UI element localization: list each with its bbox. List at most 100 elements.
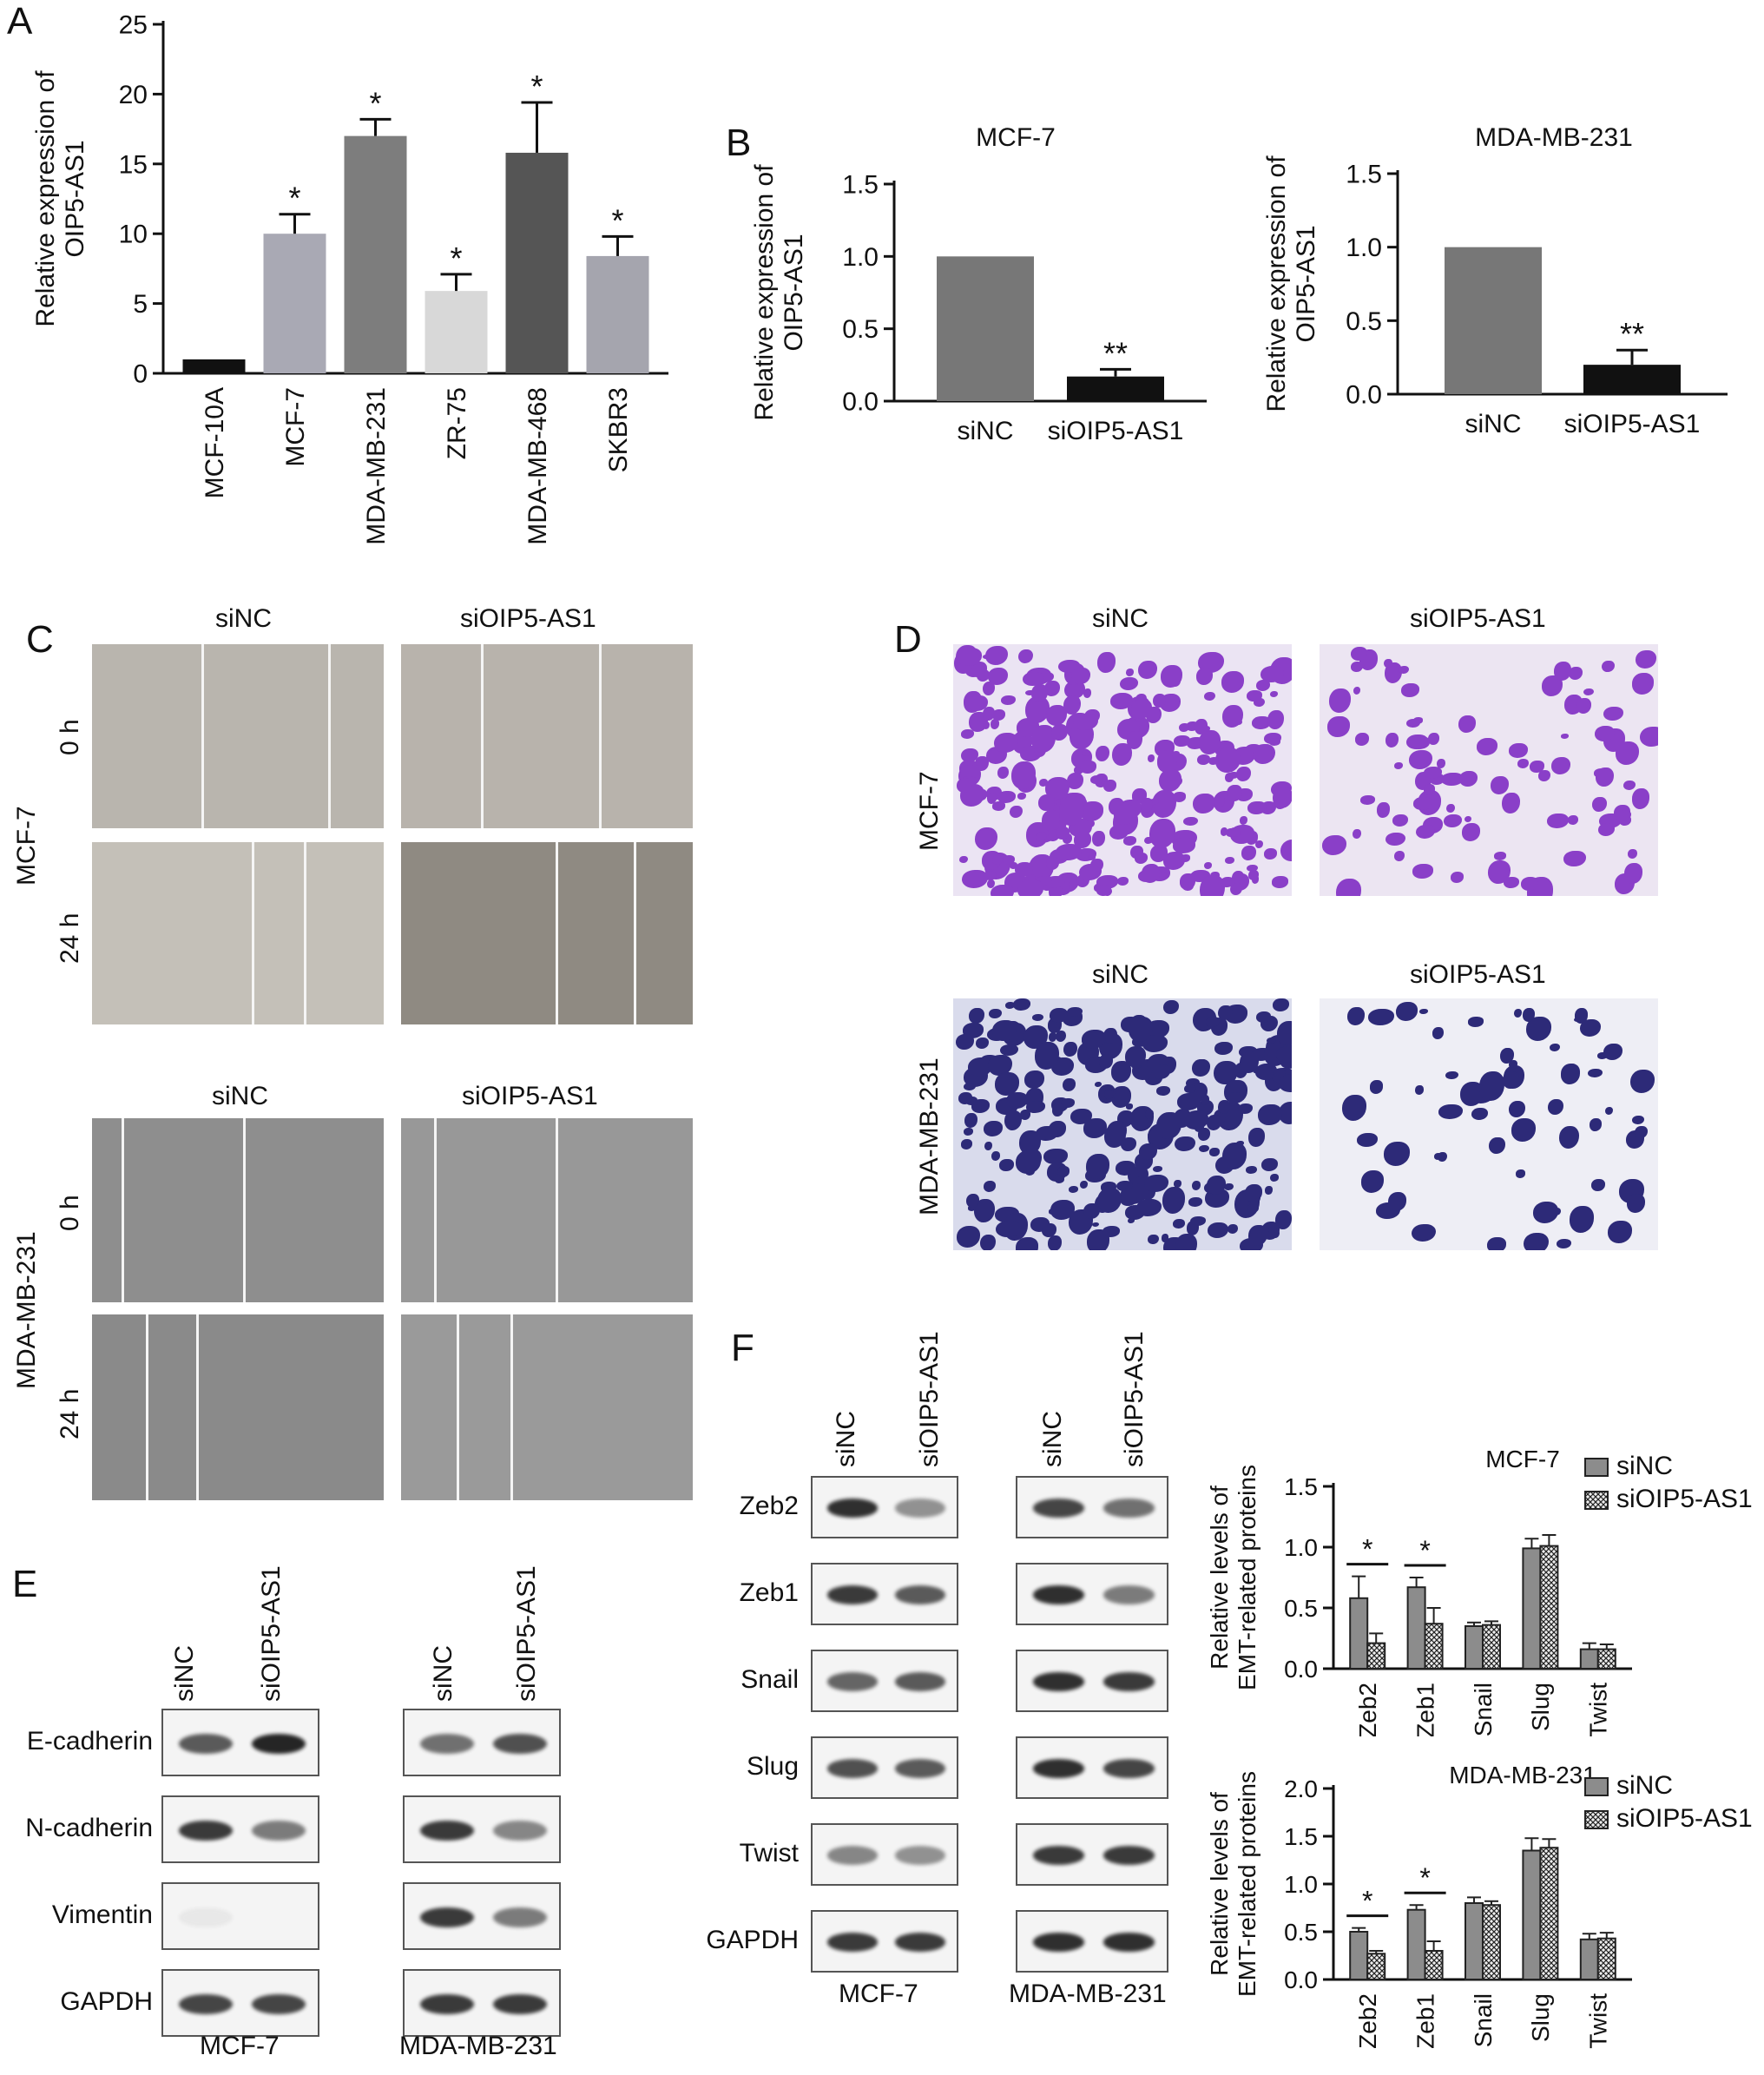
bar-siOIP5-AS1 [1482,1904,1501,1980]
cell-blob [1111,742,1132,767]
cell-blob [1335,879,1361,896]
wound-mda-sinc-24h [92,1314,384,1500]
cell-blob [1630,1069,1655,1094]
cell-blob [1423,766,1443,780]
cell-blob [1235,766,1251,781]
cell-blob [1208,757,1220,766]
panel-letter-a: A [7,0,33,43]
cell-blob [1471,1108,1489,1121]
c-time-24h-mcf: 24 h [56,912,84,964]
cell-blob [1055,1030,1067,1043]
cell-blob [1248,1128,1265,1147]
cell-blob [1558,1125,1580,1149]
cell-blob [1228,827,1241,838]
cell-blob [1516,1169,1525,1178]
x-tick-label: ZR-75 [443,387,471,459]
cell-blob [1063,1077,1076,1092]
f-band [1102,1933,1155,1953]
cell-blob [1091,1222,1099,1227]
cell-blob [1122,836,1136,846]
cell-blob [1576,697,1592,715]
cell-blob [984,1142,993,1151]
cell-blob [1155,1086,1170,1096]
cell-blob [1110,1086,1131,1108]
cell-blob [1020,1110,1030,1120]
cell-blob [1386,832,1406,846]
cell-blob [964,1083,976,1091]
y-tick-label: 2.0 [1284,1775,1318,1802]
cell-blob [1561,1064,1581,1084]
cell-blob [1392,814,1409,827]
cell-blob [1623,863,1643,885]
cell-blob [1272,786,1292,809]
cell-blob [1399,665,1409,675]
sig-marker: * [369,85,381,121]
cell-blob [1406,718,1420,728]
cell-blob [1127,731,1143,750]
cell-blob [1096,745,1109,762]
y-tick-label: 0.5 [1284,1595,1318,1622]
cell-blob [1596,767,1615,787]
cell-blob [1110,1061,1132,1084]
f-blot-zeb2-0 [811,1476,958,1538]
cell-blob [983,1181,996,1193]
c-time-0h-mcf: 0 h [56,719,84,755]
cell-blob [1113,803,1135,825]
cell-blob [1036,1125,1058,1142]
sig-marker: * [611,202,623,238]
cell-blob [1386,733,1399,748]
cell-blob [1024,1070,1045,1090]
panel-letter-f: F [731,1327,754,1369]
cell-blob [1081,750,1091,756]
f-blot-zeb2-1 [1016,1476,1168,1538]
cell-blob [1041,809,1061,831]
f-row-label-snail: Snail [740,1665,799,1694]
y-tick-label: 10 [119,221,148,249]
bar-siOIP5-AS1 [1596,1937,1616,1980]
cell-blob [1031,684,1049,702]
e-row-label-gapdh: GAPDH [60,1987,153,2016]
cell-blob [1097,652,1116,673]
f-band [895,1499,945,1518]
cell-blob [1066,1006,1083,1018]
x-tick-label: Twist [1585,1993,1612,2049]
cell-blob [1491,776,1509,795]
cell-blob [1017,879,1043,896]
cell-blob [1251,716,1271,730]
bar-siNC [1579,1938,1599,1981]
f-band [1032,1933,1085,1953]
cell-blob [1200,874,1225,896]
cell-blob [1214,1042,1233,1055]
cell-blob [1568,666,1583,680]
cell-blob [1590,1118,1602,1132]
cell-blob [1354,732,1370,746]
f-caption-mcf7: MCF-7 [839,1979,918,2008]
panel-letter-b: B [726,122,752,164]
cell-blob [990,719,1000,730]
e-band [179,1993,234,2014]
cell-blob [1045,705,1067,727]
cell-blob [1127,1217,1135,1223]
cell-blob [1130,698,1153,720]
d-row-mcf7: MCF-7 [915,771,944,851]
chart-title: MDA-MB-231 [1449,1762,1596,1788]
cell-blob [1215,748,1241,773]
sig-marker: * [530,69,543,104]
cell-blob [1195,668,1214,685]
cell-blob [1172,1218,1185,1229]
bar-siNC [937,256,1034,401]
cell-blob [991,1151,1001,1162]
cell-blob [1252,743,1275,765]
y-tick-label: 1.0 [842,243,879,272]
cell-blob [1013,998,1031,1011]
cell-blob [1247,690,1262,702]
cell-blob [1503,1071,1520,1089]
bar-siNC [1579,1648,1599,1670]
legend-swatch [1584,1458,1609,1477]
cell-blob [1225,773,1234,782]
f-band [1032,1499,1085,1518]
cell-blob [1186,1077,1200,1089]
cell-blob [962,869,988,889]
sig-marker: * [450,240,462,276]
cell-blob [1221,1142,1247,1169]
